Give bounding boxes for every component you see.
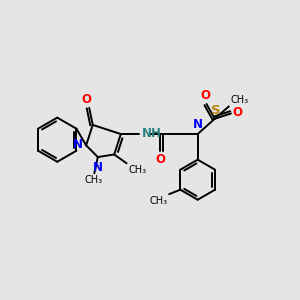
Text: CH₃: CH₃ [230,95,248,105]
Text: O: O [82,93,92,106]
Text: O: O [232,106,242,119]
Text: S: S [211,104,220,117]
Text: N: N [193,118,203,131]
Text: CH₃: CH₃ [85,175,103,185]
Text: CH₃: CH₃ [150,196,168,206]
Text: N: N [93,161,103,174]
Text: O: O [200,89,210,102]
Text: O: O [155,154,165,166]
Text: N: N [73,138,82,151]
Text: CH₃: CH₃ [128,165,146,175]
Text: NH: NH [142,127,162,140]
